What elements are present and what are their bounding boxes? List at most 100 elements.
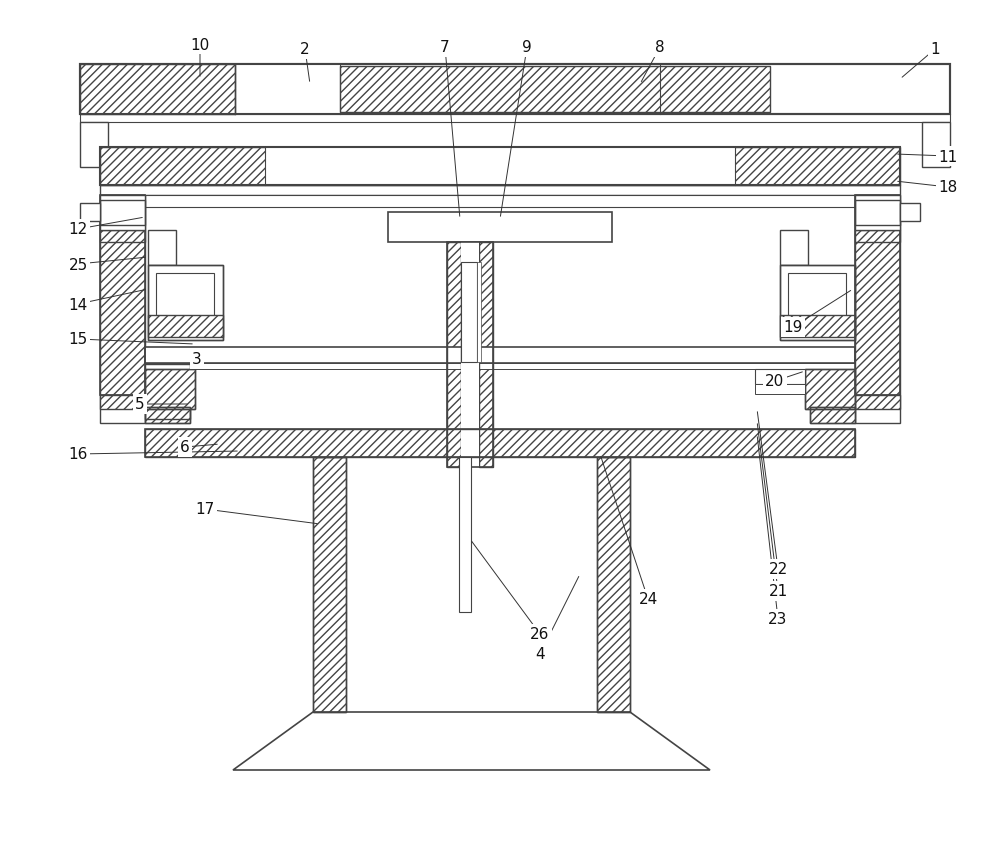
Bar [855,196,900,396]
Bar [780,265,855,340]
Bar [145,408,190,423]
Text: 8: 8 [655,40,665,55]
Bar [340,67,770,113]
Text: 21: 21 [768,583,788,599]
Bar [80,65,950,115]
Bar [313,457,346,712]
Bar [479,243,493,467]
Bar [80,65,235,115]
Text: 1: 1 [930,43,940,57]
Bar [477,263,481,363]
Bar [156,274,214,332]
Bar [780,265,855,340]
Text: 3: 3 [192,352,202,367]
Bar [235,65,340,115]
Bar [148,230,176,265]
Bar [313,457,346,712]
Text: 25: 25 [68,258,88,272]
Bar [100,396,145,423]
Bar [810,408,855,423]
Bar [145,364,190,420]
Bar [461,263,477,363]
Text: 7: 7 [440,40,450,55]
Bar [855,396,900,409]
Bar [100,200,145,226]
Bar [855,230,900,243]
Bar [145,369,195,409]
Bar [855,196,900,396]
Bar [313,457,346,712]
Bar [148,316,223,338]
Bar [145,408,190,423]
Bar [810,408,855,423]
Text: 10: 10 [190,38,210,52]
Bar [148,265,223,340]
Bar [855,200,900,226]
Bar [100,230,145,243]
Bar [855,396,900,409]
Bar [145,369,195,409]
Bar [855,230,900,243]
Text: 26: 26 [530,627,550,641]
Bar [755,369,805,385]
Text: 16: 16 [68,447,88,462]
Bar [780,316,855,338]
Bar [788,274,846,332]
Polygon shape [233,712,710,770]
Bar [145,408,190,423]
Text: 22: 22 [768,562,788,577]
Text: 6: 6 [180,440,190,455]
Bar [100,196,145,396]
Bar [340,67,770,113]
Bar [265,148,735,186]
Bar [145,430,855,457]
Bar [805,369,855,409]
Text: 2: 2 [300,43,310,57]
Text: 9: 9 [522,40,532,55]
Bar [597,457,630,712]
Bar [805,369,855,409]
Bar [100,396,145,409]
Bar [100,148,900,186]
Bar [100,200,145,226]
Bar [145,430,855,457]
Bar [100,186,900,196]
Bar [447,243,461,467]
Bar [145,430,855,457]
Bar [100,148,900,186]
Bar [148,265,223,340]
Bar [780,316,855,338]
Bar [855,196,900,396]
Bar [447,243,493,467]
Bar [755,385,805,395]
Bar [145,363,855,369]
Bar [100,230,145,243]
Bar [459,457,471,612]
Bar [235,65,340,115]
Bar [145,364,190,420]
Bar [100,148,900,186]
Bar [100,196,145,396]
Bar [780,230,808,265]
Bar [900,204,920,222]
Bar [100,196,145,230]
Bar [597,457,630,712]
Bar [855,196,900,230]
Bar [922,123,950,168]
Bar [100,396,145,409]
Bar [80,65,950,115]
Text: 17: 17 [195,502,215,517]
Bar [80,115,950,123]
Text: 19: 19 [783,320,803,335]
Bar [148,316,223,338]
Text: 14: 14 [68,297,88,312]
Text: 4: 4 [535,647,545,662]
Bar [855,396,900,423]
Bar [479,243,493,467]
Text: 11: 11 [938,149,958,165]
Bar [597,457,630,712]
Bar [100,196,900,208]
Text: 23: 23 [768,612,788,627]
Text: 24: 24 [638,592,658,606]
Bar [447,243,461,467]
